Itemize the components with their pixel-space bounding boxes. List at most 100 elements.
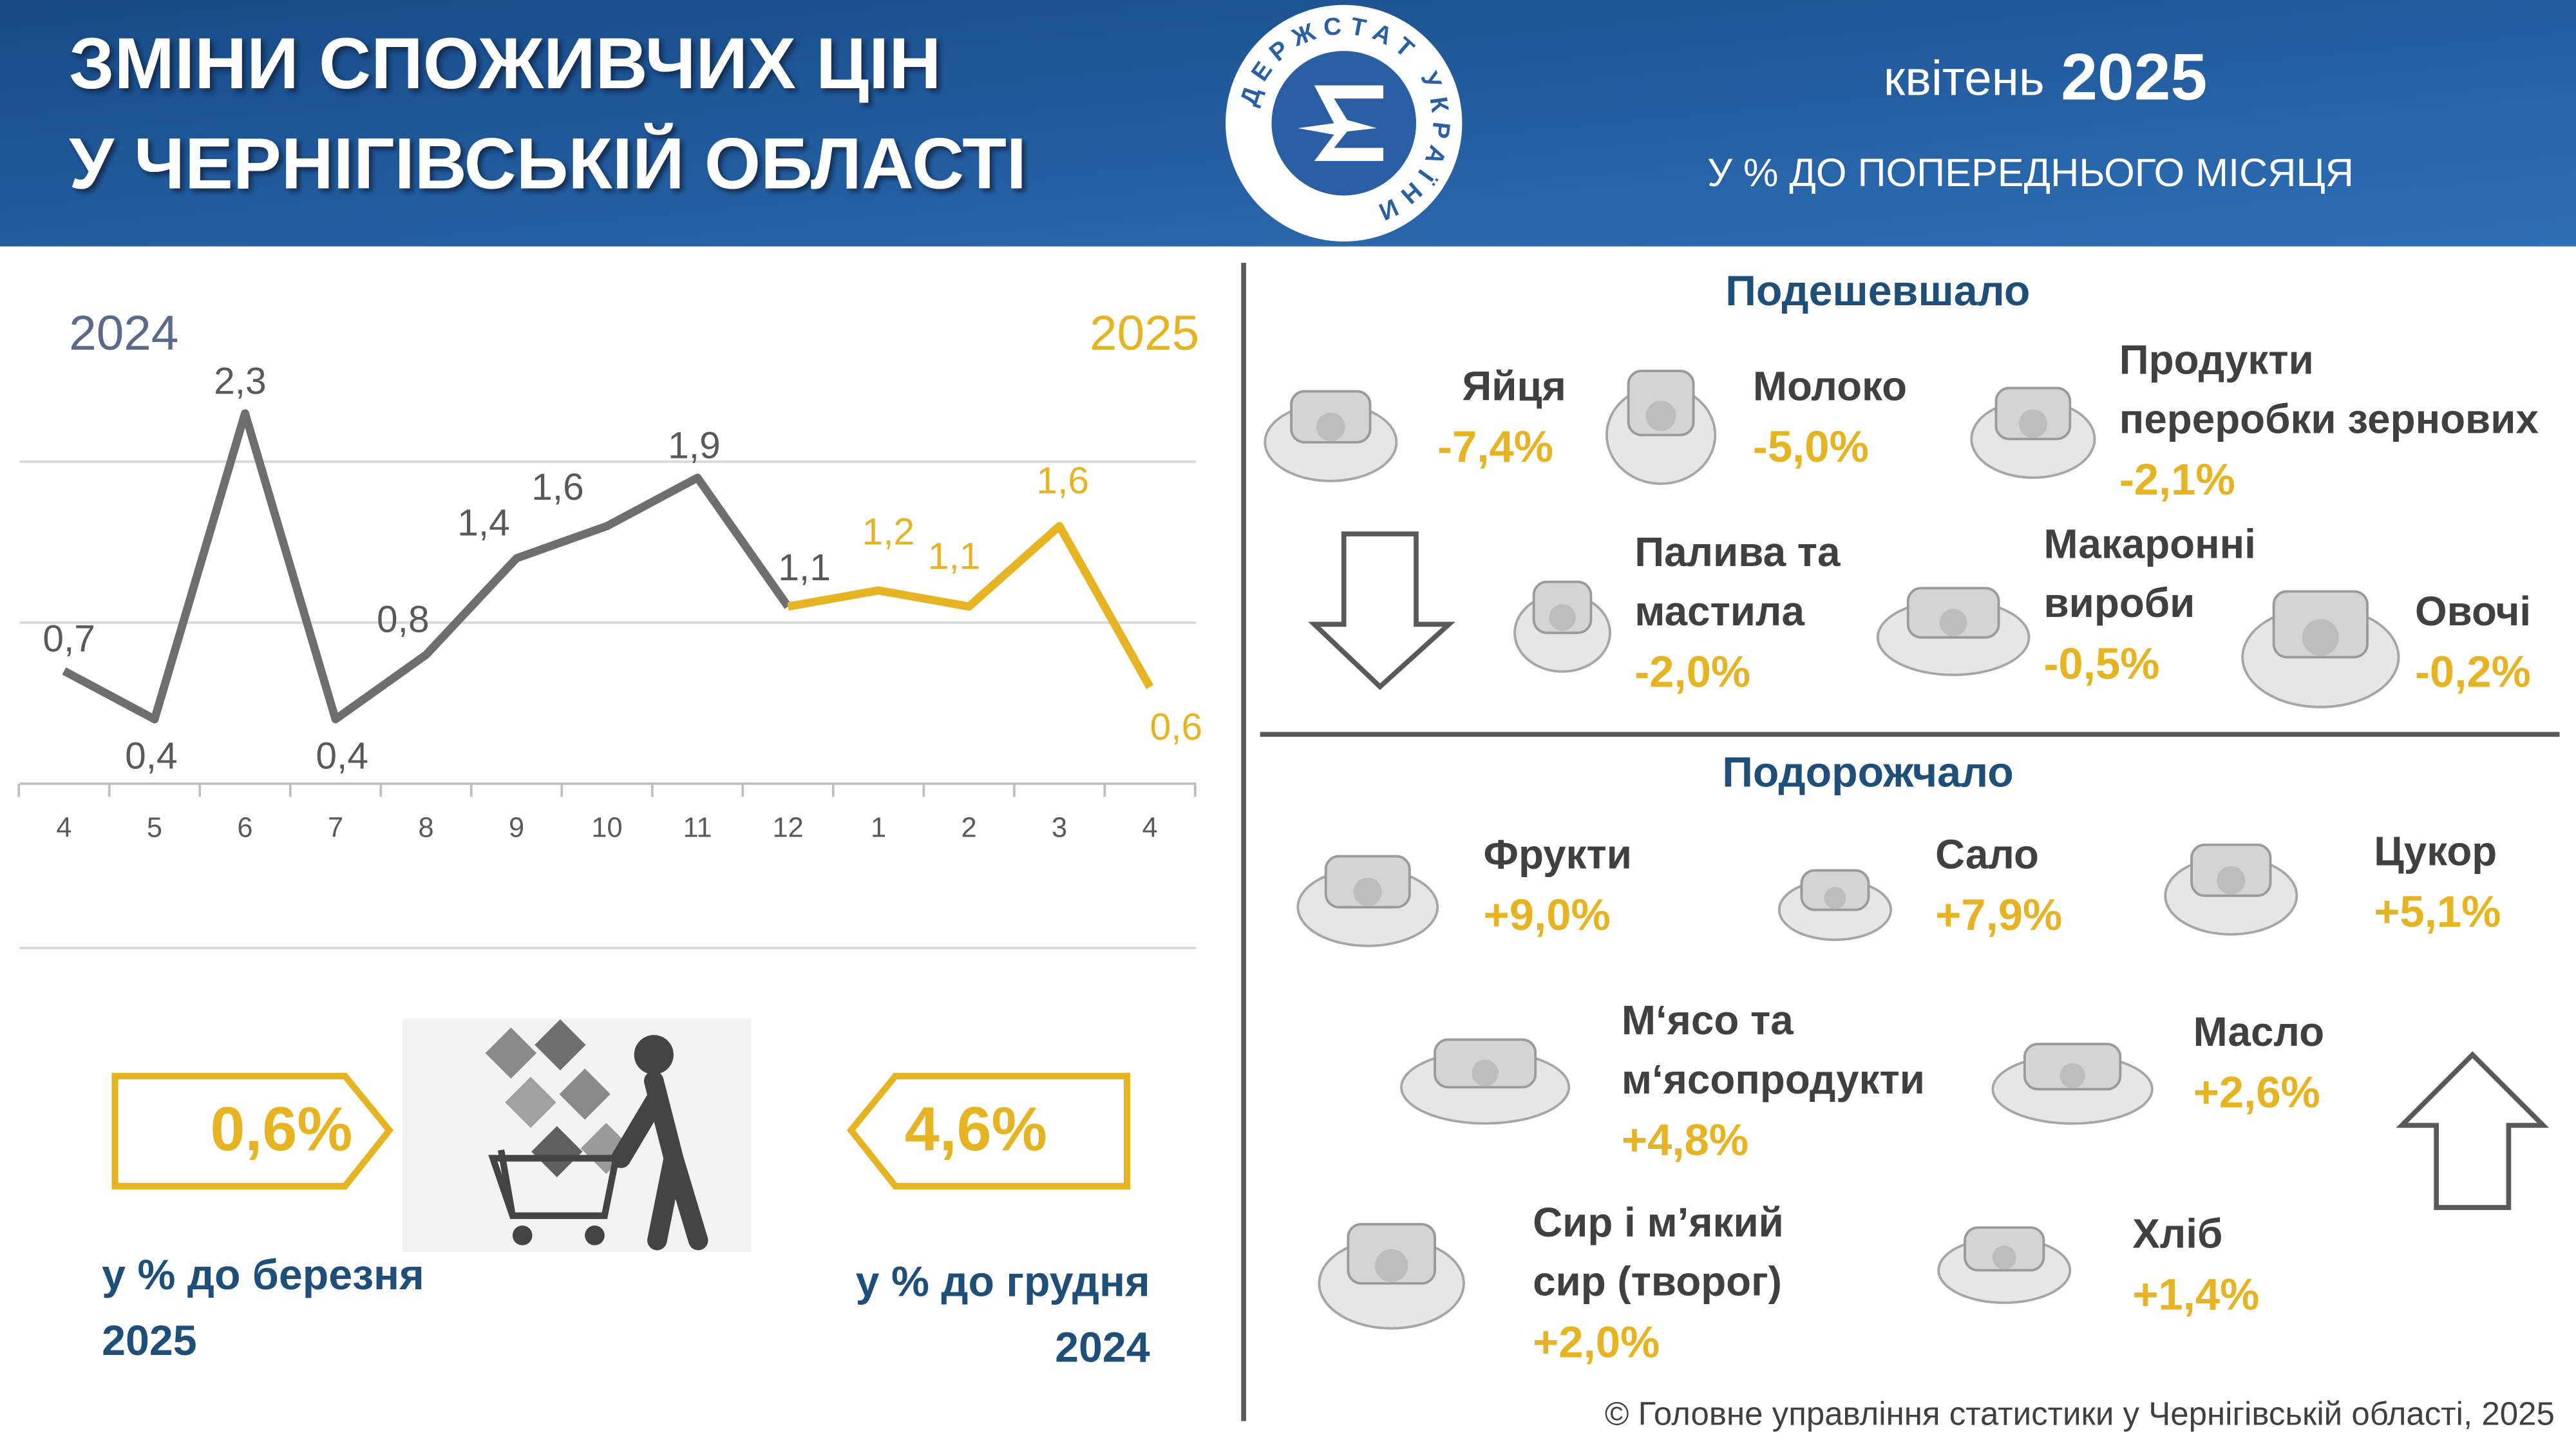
icon-shape bbox=[2018, 409, 2048, 439]
series-line bbox=[62, 409, 791, 724]
summary-value: 0,6% bbox=[211, 1094, 353, 1164]
subtitle: У % ДО ПОПЕРЕДНЬОГО МІСЯЦЯ bbox=[1707, 151, 2354, 194]
item-name: Цукор bbox=[2374, 828, 2497, 874]
item-name: Сир і м’який bbox=[1533, 1199, 1784, 1245]
logo-sign bbox=[1298, 85, 1383, 161]
head bbox=[634, 1035, 674, 1075]
icon-shape bbox=[1645, 401, 1676, 431]
title-line: У ЧЕРНІГІВСЬКІЙ ОБЛАСТІ bbox=[69, 122, 1027, 204]
shopper-illustration bbox=[402, 1018, 751, 1252]
item-icon bbox=[1400, 1038, 1571, 1125]
icon-shape bbox=[2060, 1063, 2085, 1088]
item-icon bbox=[1937, 1226, 2072, 1304]
item-icon bbox=[2241, 590, 2400, 708]
value-label: 0,7 bbox=[43, 618, 95, 659]
summary-caption: 2025 bbox=[102, 1317, 197, 1365]
item-icon bbox=[1605, 370, 1717, 486]
icon-shape bbox=[1316, 412, 1345, 442]
x-tick-label: 1 bbox=[871, 813, 886, 844]
wheel bbox=[512, 1226, 533, 1245]
tile bbox=[559, 1068, 611, 1120]
item-change: +7,9% bbox=[1935, 890, 2062, 940]
icon-shape bbox=[1353, 877, 1382, 907]
item-name: Макаронні bbox=[2043, 520, 2255, 567]
item-name: Яйця bbox=[1462, 363, 1566, 409]
item-name: вироби bbox=[2043, 580, 2195, 626]
value-label: 2,3 bbox=[214, 360, 267, 402]
value-label: 1,9 bbox=[668, 424, 721, 466]
x-tick-label: 11 bbox=[683, 813, 712, 844]
icon-shape bbox=[2217, 866, 2246, 895]
item-change: +5,1% bbox=[2374, 887, 2501, 936]
value-label: 0,4 bbox=[316, 735, 368, 777]
item-name: Хліб bbox=[2132, 1211, 2222, 1257]
item-icon bbox=[1970, 386, 2096, 479]
x-tick-label: 5 bbox=[147, 813, 162, 844]
series-line bbox=[787, 522, 1154, 689]
wheel bbox=[585, 1226, 605, 1245]
icon-shape bbox=[1375, 1249, 1408, 1283]
value-label: 1,6 bbox=[531, 466, 584, 508]
item-icon bbox=[1296, 855, 1439, 947]
up-arrow bbox=[2396, 1051, 2550, 1210]
value-label: 1,1 bbox=[778, 547, 831, 589]
value-label: 0,8 bbox=[377, 598, 430, 640]
value-label: 0,6 bbox=[1150, 706, 1203, 748]
item-icon bbox=[1991, 1043, 2154, 1125]
item-icon bbox=[1264, 390, 1398, 482]
period: квітень 2025 bbox=[1884, 41, 2207, 114]
item-icon bbox=[1777, 869, 1893, 942]
item-change: +1,4% bbox=[2132, 1269, 2259, 1319]
item-change: +2,0% bbox=[1533, 1317, 1660, 1367]
item-name: Овочі bbox=[2415, 588, 2531, 634]
icon-shape bbox=[1472, 1059, 1499, 1086]
item-icon bbox=[1876, 587, 2031, 676]
item-change: -5,0% bbox=[1753, 422, 1869, 471]
item-name: м‘ясопродукти bbox=[1622, 1056, 1925, 1103]
value-label: 1,1 bbox=[928, 535, 981, 577]
item-name: Палива та bbox=[1634, 529, 1841, 575]
down-arrow bbox=[1308, 531, 1455, 690]
icon-shape bbox=[1824, 887, 1846, 909]
person bbox=[611, 1071, 708, 1251]
x-tick-label: 4 bbox=[1142, 813, 1158, 844]
item-name: Продукти bbox=[2119, 337, 2314, 383]
item-name: Молоко bbox=[1753, 363, 1907, 409]
summary-box bbox=[111, 1072, 394, 1189]
value-label: 1,4 bbox=[457, 502, 510, 544]
item-name: Фрукти bbox=[1484, 831, 1632, 877]
value-label: 0,4 bbox=[125, 735, 178, 777]
summary-caption: у % до березня bbox=[102, 1251, 424, 1299]
x-tick-label: 8 bbox=[418, 813, 433, 844]
item-change: +2,6% bbox=[2193, 1068, 2320, 1117]
item-icon bbox=[2164, 843, 2298, 936]
panel-heading: Подешевшало bbox=[1725, 267, 2030, 315]
x-tick-label: 10 bbox=[591, 813, 622, 844]
item-name: переробки зернових bbox=[2119, 395, 2539, 442]
x-tick-label: 3 bbox=[1052, 813, 1067, 844]
title-line: ЗМІНИ СПОЖИВЧИХ ЦІН bbox=[69, 23, 941, 104]
x-tick-label: 4 bbox=[56, 813, 71, 844]
item-change: -2,0% bbox=[1634, 647, 1750, 697]
tile bbox=[535, 1019, 586, 1071]
item-name: мастила bbox=[1634, 588, 1804, 634]
item-change: -2,1% bbox=[2119, 455, 2235, 504]
item-icon bbox=[1318, 1223, 1465, 1330]
icon-shape bbox=[1939, 609, 1967, 637]
x-tick-label: 2 bbox=[961, 813, 977, 844]
item-name: Масло bbox=[2193, 1009, 2324, 1055]
item-name: М‘ясо та bbox=[1622, 997, 1794, 1043]
item-change: +4,8% bbox=[1622, 1115, 1748, 1165]
icon-shape bbox=[2302, 619, 2339, 656]
x-tick-label: 12 bbox=[772, 813, 803, 844]
value-label: 1,6 bbox=[1036, 460, 1089, 502]
x-tick-label: 6 bbox=[237, 813, 252, 844]
item-change: -0,5% bbox=[2043, 639, 2159, 688]
item-name: Сало bbox=[1935, 831, 2039, 877]
icon-shape bbox=[1992, 1245, 2016, 1270]
legend-label: 2024 bbox=[69, 306, 178, 361]
item-change: -7,4% bbox=[1437, 422, 1553, 471]
footer: © Головне управління статистики у Черніг… bbox=[1605, 1395, 2555, 1432]
